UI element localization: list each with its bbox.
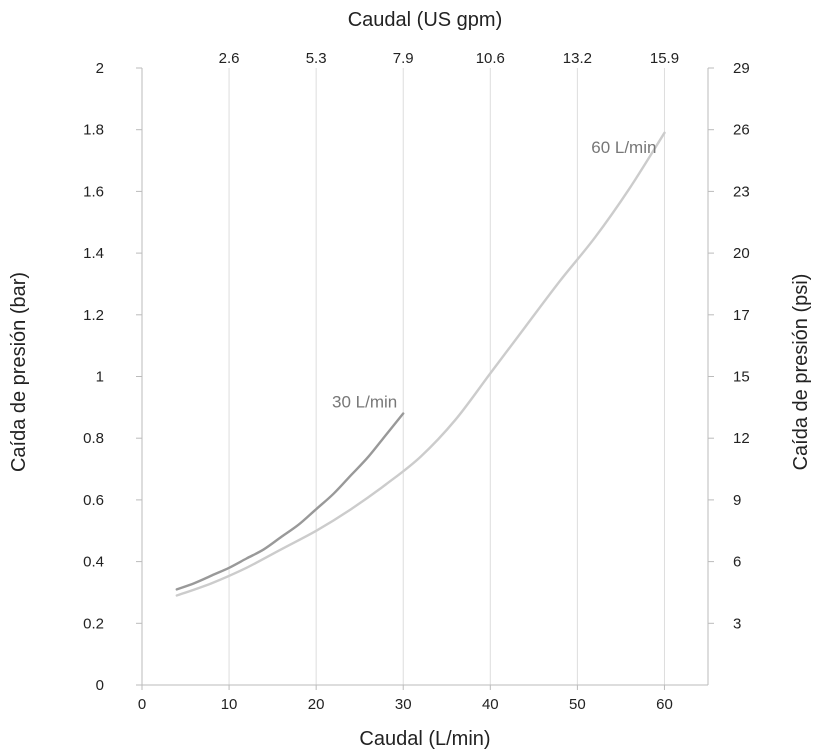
x2-tick-label: 15.9 [650, 50, 679, 67]
x2-axis-title: Caudal (US gpm) [348, 9, 503, 31]
y2-tick-label: 6 [733, 554, 741, 571]
y-tick-label: 2 [96, 60, 104, 77]
x-tick-label: 10 [221, 696, 238, 713]
y-tick-label: 0.4 [83, 554, 104, 571]
x-tick-label: 30 [395, 696, 412, 713]
tick-labels: 0 10 20 30 40 50 602.6 5.3 7.9 10.6 13.2 15.900.20.… [83, 50, 750, 713]
series-line-0 [175, 412, 405, 591]
x-tick-label: 20 [308, 696, 325, 713]
y-tick-label: 1 [96, 369, 104, 386]
grid-lines [228, 68, 665, 685]
y2-tick-label: 15 [733, 369, 750, 386]
y-tick-label: 1.2 [83, 307, 104, 324]
y2-tick-label: 17 [733, 307, 750, 324]
x2-tick-label: 13.2 [563, 50, 592, 67]
y-tick-label: 1.4 [83, 245, 104, 262]
y2-tick-label: 23 [733, 183, 750, 200]
x-tick-label: 50 [569, 696, 586, 713]
x2-tick-label: 10.6 [476, 50, 505, 67]
y2-tick-label: 9 [733, 492, 741, 509]
y-tick-label: 0 [96, 677, 104, 694]
x2-tick-label: 7.9 [393, 50, 414, 67]
y2-tick-label: 29 [733, 60, 750, 77]
y-tick-label: 0.2 [83, 615, 104, 632]
series-lines [175, 131, 666, 597]
x2-tick-label: 2.6 [219, 50, 240, 67]
series-label-1: 60 L/min [591, 138, 656, 157]
x2-tick-label: 5.3 [306, 50, 327, 67]
y2-tick-label: 20 [733, 245, 750, 262]
y-tick-label: 0.8 [83, 430, 104, 447]
y-axis-title: Caída de presión (bar) [8, 272, 30, 472]
y2-tick-label: 12 [733, 430, 750, 447]
y-tick-label: 0.6 [83, 492, 104, 509]
y-tick-label: 1.6 [83, 183, 104, 200]
x-tick-label: 40 [482, 696, 499, 713]
y2-tick-label: 26 [733, 122, 750, 139]
axes [136, 67, 714, 690]
y2-axis-title: Caída de presión (psi) [790, 274, 812, 471]
y-tick-label: 1.8 [83, 122, 104, 139]
x-tick-label: 60 [656, 696, 673, 713]
x-tick-label: 0 [138, 696, 146, 713]
y2-tick-label: 3 [733, 615, 741, 632]
series-line-1 [175, 131, 666, 597]
series-label-0: 30 L/min [332, 393, 397, 412]
x-axis-title: Caudal (L/min) [359, 728, 490, 750]
